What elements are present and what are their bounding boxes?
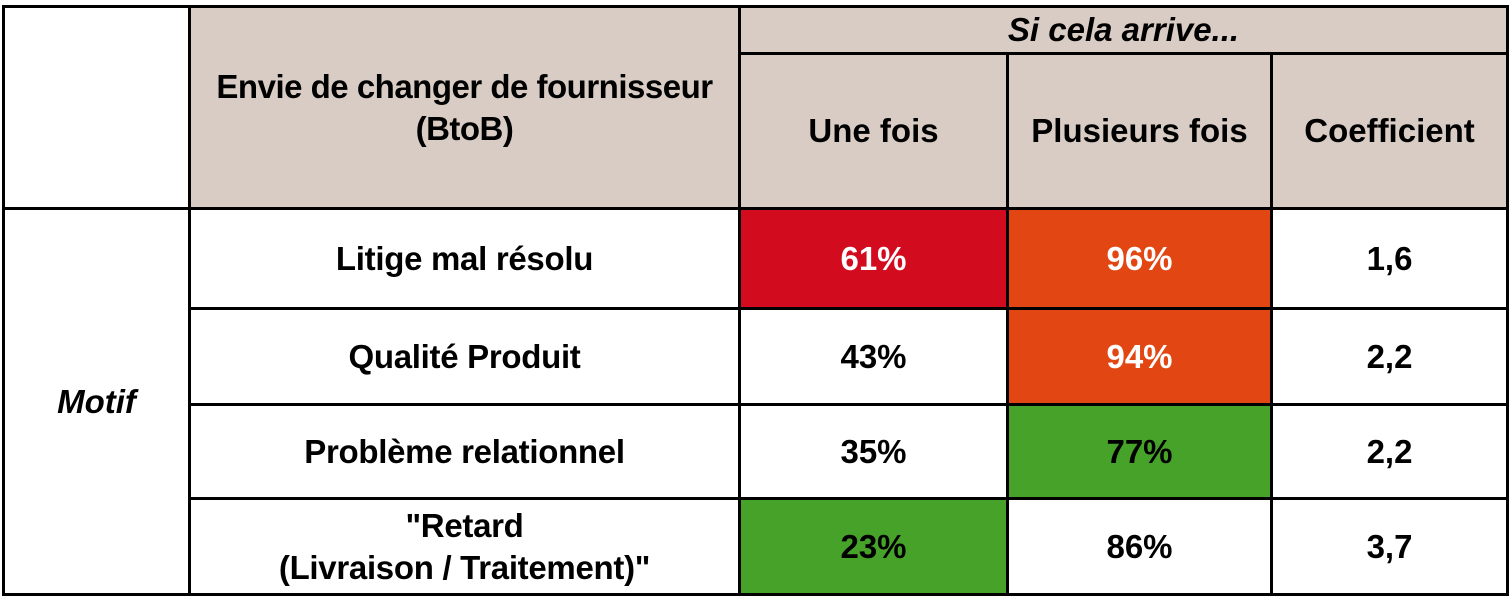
row-group-label-motif: Motif	[2, 207, 191, 596]
table-row: Problème relationnel 35% 77% 2,2	[4, 403, 1509, 500]
row-label-cell: "Retard (Livraison / Traitement)"	[188, 497, 741, 596]
coefficient-cell: 1,6	[1270, 207, 1509, 310]
supplier-change-table: Envie de changer de fournisseur (BtoB) S…	[2, 5, 1509, 596]
col-header-une-fois: Une fois	[738, 52, 1009, 210]
coefficient-cell: 2,2	[1270, 307, 1509, 406]
row-label-cell: Litige mal résolu	[188, 207, 741, 310]
table-row: Motif Litige mal résolu 61% 96% 1,6	[2, 207, 1509, 596]
value-cell-plusieurs-fois: 86%	[1006, 497, 1273, 596]
value-cell-une-fois: 61%	[738, 207, 1009, 310]
coefficient-cell: 2,2	[1270, 403, 1509, 500]
value-cell-une-fois: 43%	[738, 307, 1009, 406]
table-row: Qualité Produit 43% 94% 2,2	[4, 307, 1509, 406]
value-cell-plusieurs-fois: 96%	[1006, 207, 1273, 310]
span-header-row: Envie de changer de fournisseur (BtoB) S…	[2, 5, 1509, 210]
value-cell-une-fois: 35%	[738, 403, 1009, 500]
table-row: "Retard (Livraison / Traitement)" 23% 86…	[4, 497, 1509, 596]
value-cell-une-fois: 23%	[738, 497, 1009, 596]
value-cell-plusieurs-fois: 94%	[1006, 307, 1273, 406]
coefficient-cell: 3,7	[1270, 497, 1509, 596]
row-label-cell: Problème relationnel	[188, 403, 741, 500]
corner-empty-cell	[2, 5, 191, 210]
value-cell-plusieurs-fois: 77%	[1006, 403, 1273, 500]
corner-header-cell: Envie de changer de fournisseur (BtoB)	[188, 5, 741, 210]
span-header-cell: Si cela arrive...	[738, 5, 1509, 55]
col-header-plusieurs-fois: Plusieurs fois	[1006, 52, 1273, 210]
col-header-coefficient: Coefficient	[1270, 52, 1509, 210]
row-label-cell: Qualité Produit	[188, 307, 741, 406]
column-header-row: Une fois Plusieurs fois Coefficient	[4, 52, 1509, 210]
